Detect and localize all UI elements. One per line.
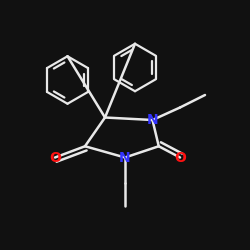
Text: O: O [49,150,61,164]
Text: N: N [119,150,131,164]
Text: N: N [147,113,158,127]
Text: O: O [174,150,186,164]
